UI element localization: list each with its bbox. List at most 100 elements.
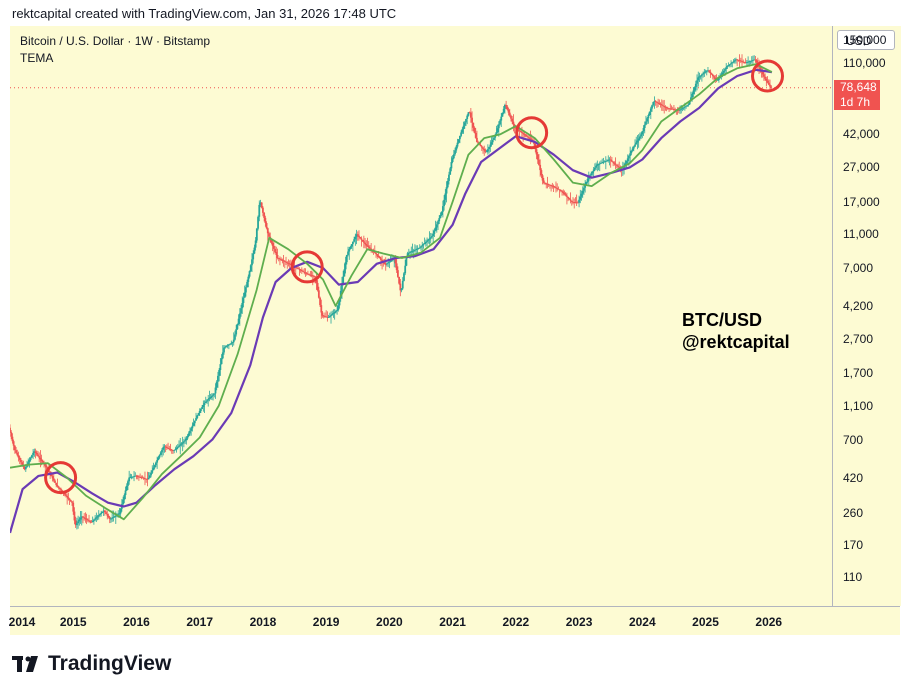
candle-body xyxy=(51,476,54,479)
candle-body xyxy=(550,185,553,186)
candle-body xyxy=(296,267,298,269)
candle-body xyxy=(670,108,673,110)
candle-body xyxy=(623,166,625,169)
candle-body xyxy=(376,254,379,256)
candle-body xyxy=(327,317,330,318)
candle-body xyxy=(506,106,509,110)
candle-body xyxy=(223,347,225,353)
candle-body xyxy=(736,59,739,61)
candle-body xyxy=(133,476,135,478)
candle-body xyxy=(711,74,714,77)
candle-body xyxy=(252,253,255,260)
candle-body xyxy=(680,108,683,110)
candle-body xyxy=(100,512,103,514)
candle-body xyxy=(181,442,184,444)
candle-body xyxy=(396,270,399,277)
candle-body xyxy=(254,240,257,248)
candle-body xyxy=(721,72,724,75)
time-tick-label: 2026 xyxy=(755,615,783,629)
candle-body xyxy=(314,276,317,278)
candle-body xyxy=(190,428,193,431)
tradingview-logo-icon xyxy=(12,656,38,672)
candle-body xyxy=(336,310,338,312)
candle-body xyxy=(57,486,60,488)
chart-pane[interactable]: Bitcoin / U.S. Dollar · 1W · Bitstamp TE… xyxy=(10,26,832,606)
candle-body xyxy=(585,181,588,185)
candle-body xyxy=(477,142,480,144)
candle-body xyxy=(93,519,95,521)
currency-button[interactable]: USD xyxy=(837,30,895,50)
candle-body xyxy=(708,70,711,72)
candle-body xyxy=(73,511,76,521)
candle-body xyxy=(77,521,79,524)
candle-body xyxy=(512,121,515,125)
candle-body xyxy=(107,515,110,518)
candle-body xyxy=(424,241,427,244)
candle-body xyxy=(45,465,48,468)
candle-body xyxy=(169,449,172,450)
candle-body xyxy=(140,477,143,479)
symbol-legend[interactable]: Bitcoin / U.S. Dollar · 1W · Bitstamp xyxy=(20,34,211,48)
candle-body xyxy=(494,135,497,138)
candle-body xyxy=(224,346,227,348)
candle-body xyxy=(386,263,388,265)
candle-body xyxy=(403,273,405,281)
candle-body xyxy=(13,445,16,451)
candle-body xyxy=(655,101,658,103)
candle-body xyxy=(398,276,401,284)
candle-body xyxy=(350,244,353,247)
candle-body xyxy=(148,475,151,478)
candle-body xyxy=(106,513,109,516)
candle-body xyxy=(321,312,324,316)
candle-body xyxy=(645,121,647,125)
candle-body xyxy=(749,60,752,62)
candle-body xyxy=(82,516,84,518)
candle-body xyxy=(727,65,730,67)
candle-body xyxy=(298,268,301,270)
candle-body xyxy=(341,283,343,291)
candle-body xyxy=(702,73,705,75)
candle-body xyxy=(89,521,92,523)
candle-body xyxy=(220,358,223,365)
candle-body xyxy=(240,308,242,314)
indicator-legend[interactable]: TEMA xyxy=(20,51,54,65)
time-axis[interactable]: 2014 2015 2016 2017 2018 2019 2020 2021 2022 2023… xyxy=(9,606,900,635)
candle-body xyxy=(399,283,402,291)
candle-body xyxy=(738,60,741,62)
candle-body xyxy=(569,199,572,201)
candle-body xyxy=(297,268,300,270)
candle-body xyxy=(282,260,285,262)
price-axis[interactable]: USD 150,000 110,000 78,648 1d 7h 42,000 27,00… xyxy=(832,26,901,606)
candle-body xyxy=(446,180,449,188)
candle-body xyxy=(469,112,472,118)
candle-body xyxy=(10,432,13,437)
candle-body xyxy=(733,60,736,62)
candle-body xyxy=(441,206,444,212)
time-tick-label: 2025 xyxy=(692,615,719,629)
candle-body xyxy=(65,494,67,496)
price-tick-label: 170 xyxy=(843,538,864,553)
candle-body xyxy=(454,150,456,155)
candle-body xyxy=(502,108,505,113)
candle-body xyxy=(219,364,222,370)
candle-body xyxy=(118,513,121,515)
candle-body xyxy=(767,82,770,85)
candle-body xyxy=(141,477,144,479)
candle-body xyxy=(437,221,439,225)
candle-body xyxy=(136,476,139,478)
candle-body xyxy=(500,116,503,121)
candle-body xyxy=(379,258,382,260)
candle-body xyxy=(545,183,548,185)
candle-body xyxy=(705,70,708,72)
candle-body xyxy=(197,412,200,416)
candle-body xyxy=(691,94,694,98)
candle-body xyxy=(230,342,233,344)
candle-body xyxy=(504,105,506,109)
candle-body xyxy=(342,276,345,284)
candle-body xyxy=(652,102,655,106)
candle-body xyxy=(260,202,263,208)
candle-body xyxy=(559,190,562,192)
candle-body xyxy=(580,193,583,197)
candle-body xyxy=(349,246,352,250)
candle-body xyxy=(390,259,393,261)
